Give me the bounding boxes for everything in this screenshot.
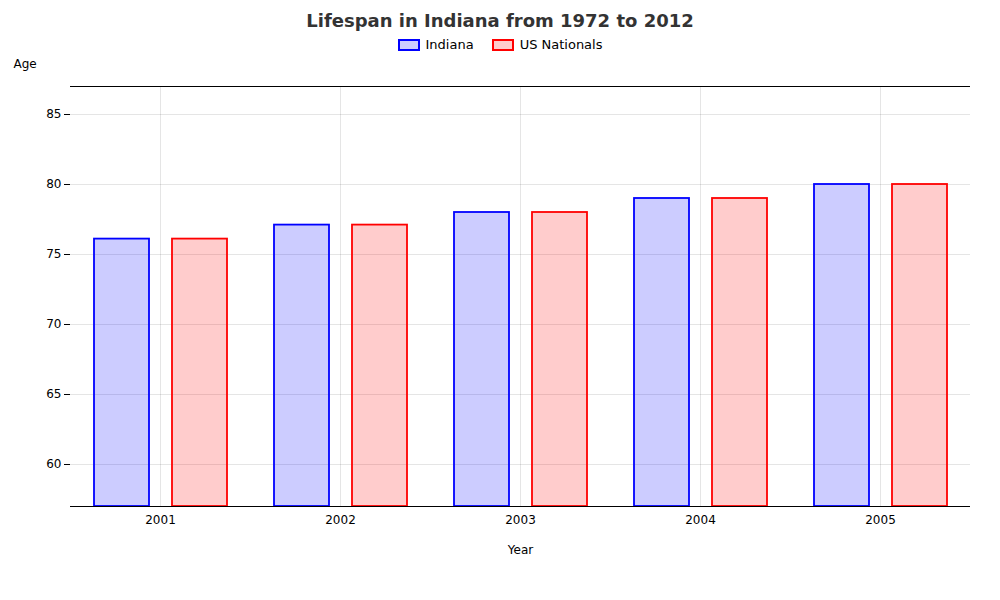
svg-text:70: 70 xyxy=(46,317,61,331)
svg-text:85: 85 xyxy=(46,107,61,121)
svg-text:65: 65 xyxy=(46,387,61,401)
svg-text:2001: 2001 xyxy=(145,513,176,527)
svg-text:Age: Age xyxy=(14,57,37,71)
html-text:Indiana: Indiana xyxy=(425,37,474,52)
svg-text:80: 80 xyxy=(46,177,61,191)
html-text:US Nationals: US Nationals xyxy=(519,37,603,52)
svg-text:2004: 2004 xyxy=(685,513,716,527)
svg-text:2003: 2003 xyxy=(505,513,536,527)
svg-text:2005: 2005 xyxy=(865,513,896,527)
html-text:Lifespan in Indiana from 1972: Lifespan in Indiana from 1972 to 2012 xyxy=(306,10,694,31)
svg-text:60: 60 xyxy=(46,457,61,471)
svg-text:2002: 2002 xyxy=(325,513,356,527)
svg-text:Year: Year xyxy=(507,543,533,557)
svg-text:75: 75 xyxy=(46,247,61,261)
